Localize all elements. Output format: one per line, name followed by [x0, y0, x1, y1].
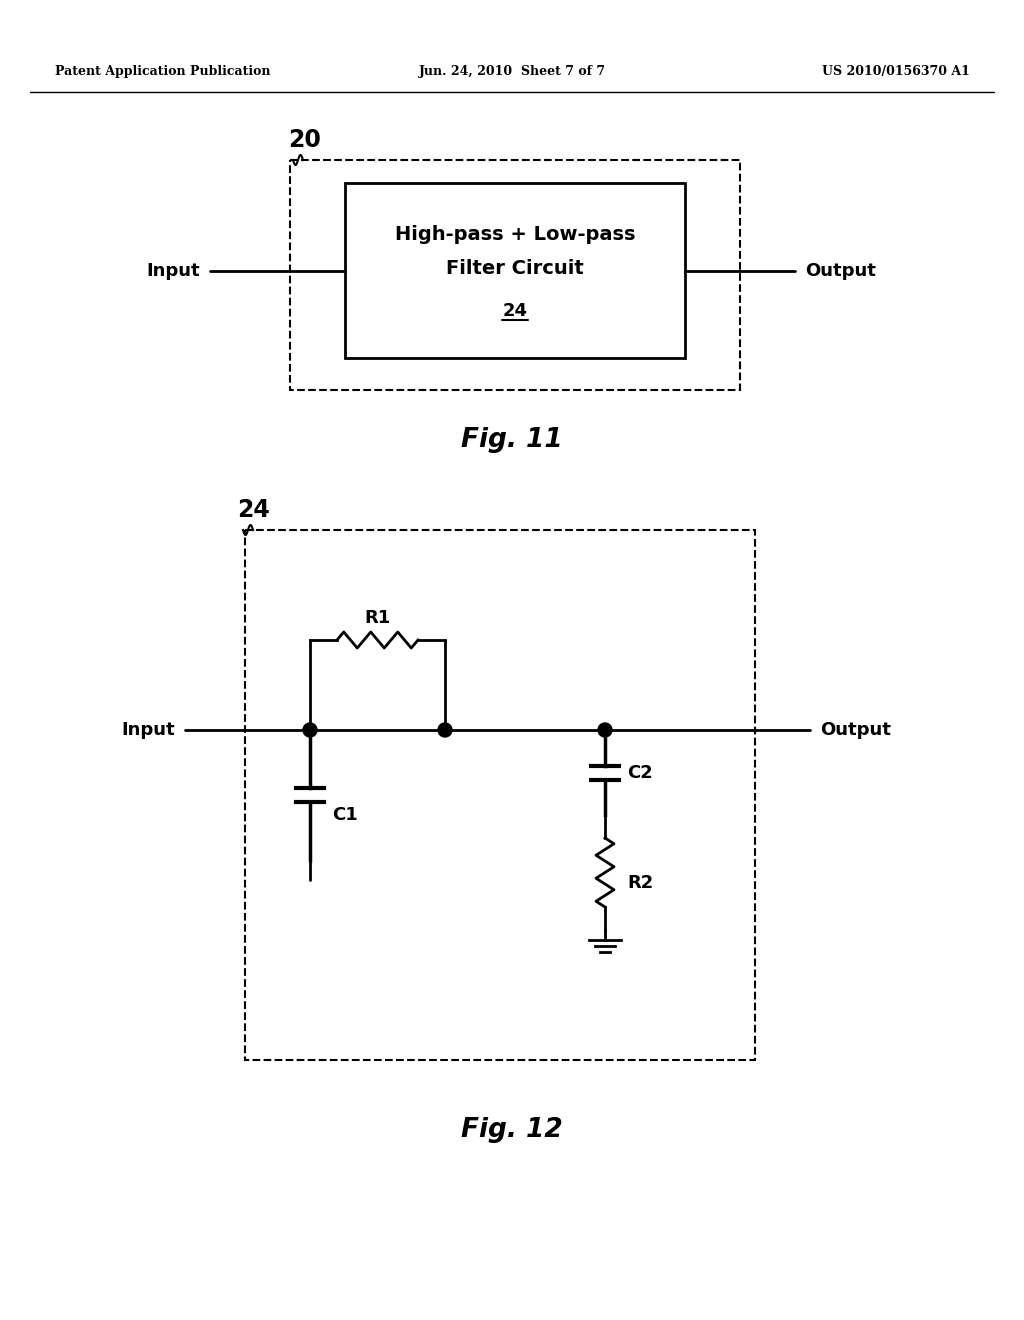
Bar: [345, 183, 685, 358]
Text: Jun. 24, 2010  Sheet 7 of 7: Jun. 24, 2010 Sheet 7 of 7: [419, 66, 605, 78]
Bar: [245, 531, 755, 1060]
Text: US 2010/0156370 A1: US 2010/0156370 A1: [822, 66, 970, 78]
Circle shape: [438, 723, 452, 737]
Text: High-pass + Low-pass: High-pass + Low-pass: [394, 226, 635, 244]
Circle shape: [598, 723, 612, 737]
Text: Patent Application Publication: Patent Application Publication: [55, 66, 270, 78]
Text: Fig. 12: Fig. 12: [461, 1117, 563, 1143]
Text: C1: C1: [332, 807, 357, 824]
Text: Output: Output: [820, 721, 891, 739]
Circle shape: [303, 723, 317, 737]
Text: Output: Output: [805, 261, 876, 280]
Text: R1: R1: [365, 609, 390, 627]
Text: C2: C2: [627, 763, 652, 781]
Text: 24: 24: [503, 302, 527, 319]
Text: R2: R2: [627, 874, 653, 891]
Text: 24: 24: [237, 498, 269, 521]
Text: Fig. 11: Fig. 11: [461, 426, 563, 453]
Text: 20: 20: [288, 128, 321, 152]
Text: Filter Circuit: Filter Circuit: [446, 259, 584, 277]
Bar: [290, 160, 740, 389]
Text: Input: Input: [146, 261, 200, 280]
Text: Input: Input: [122, 721, 175, 739]
